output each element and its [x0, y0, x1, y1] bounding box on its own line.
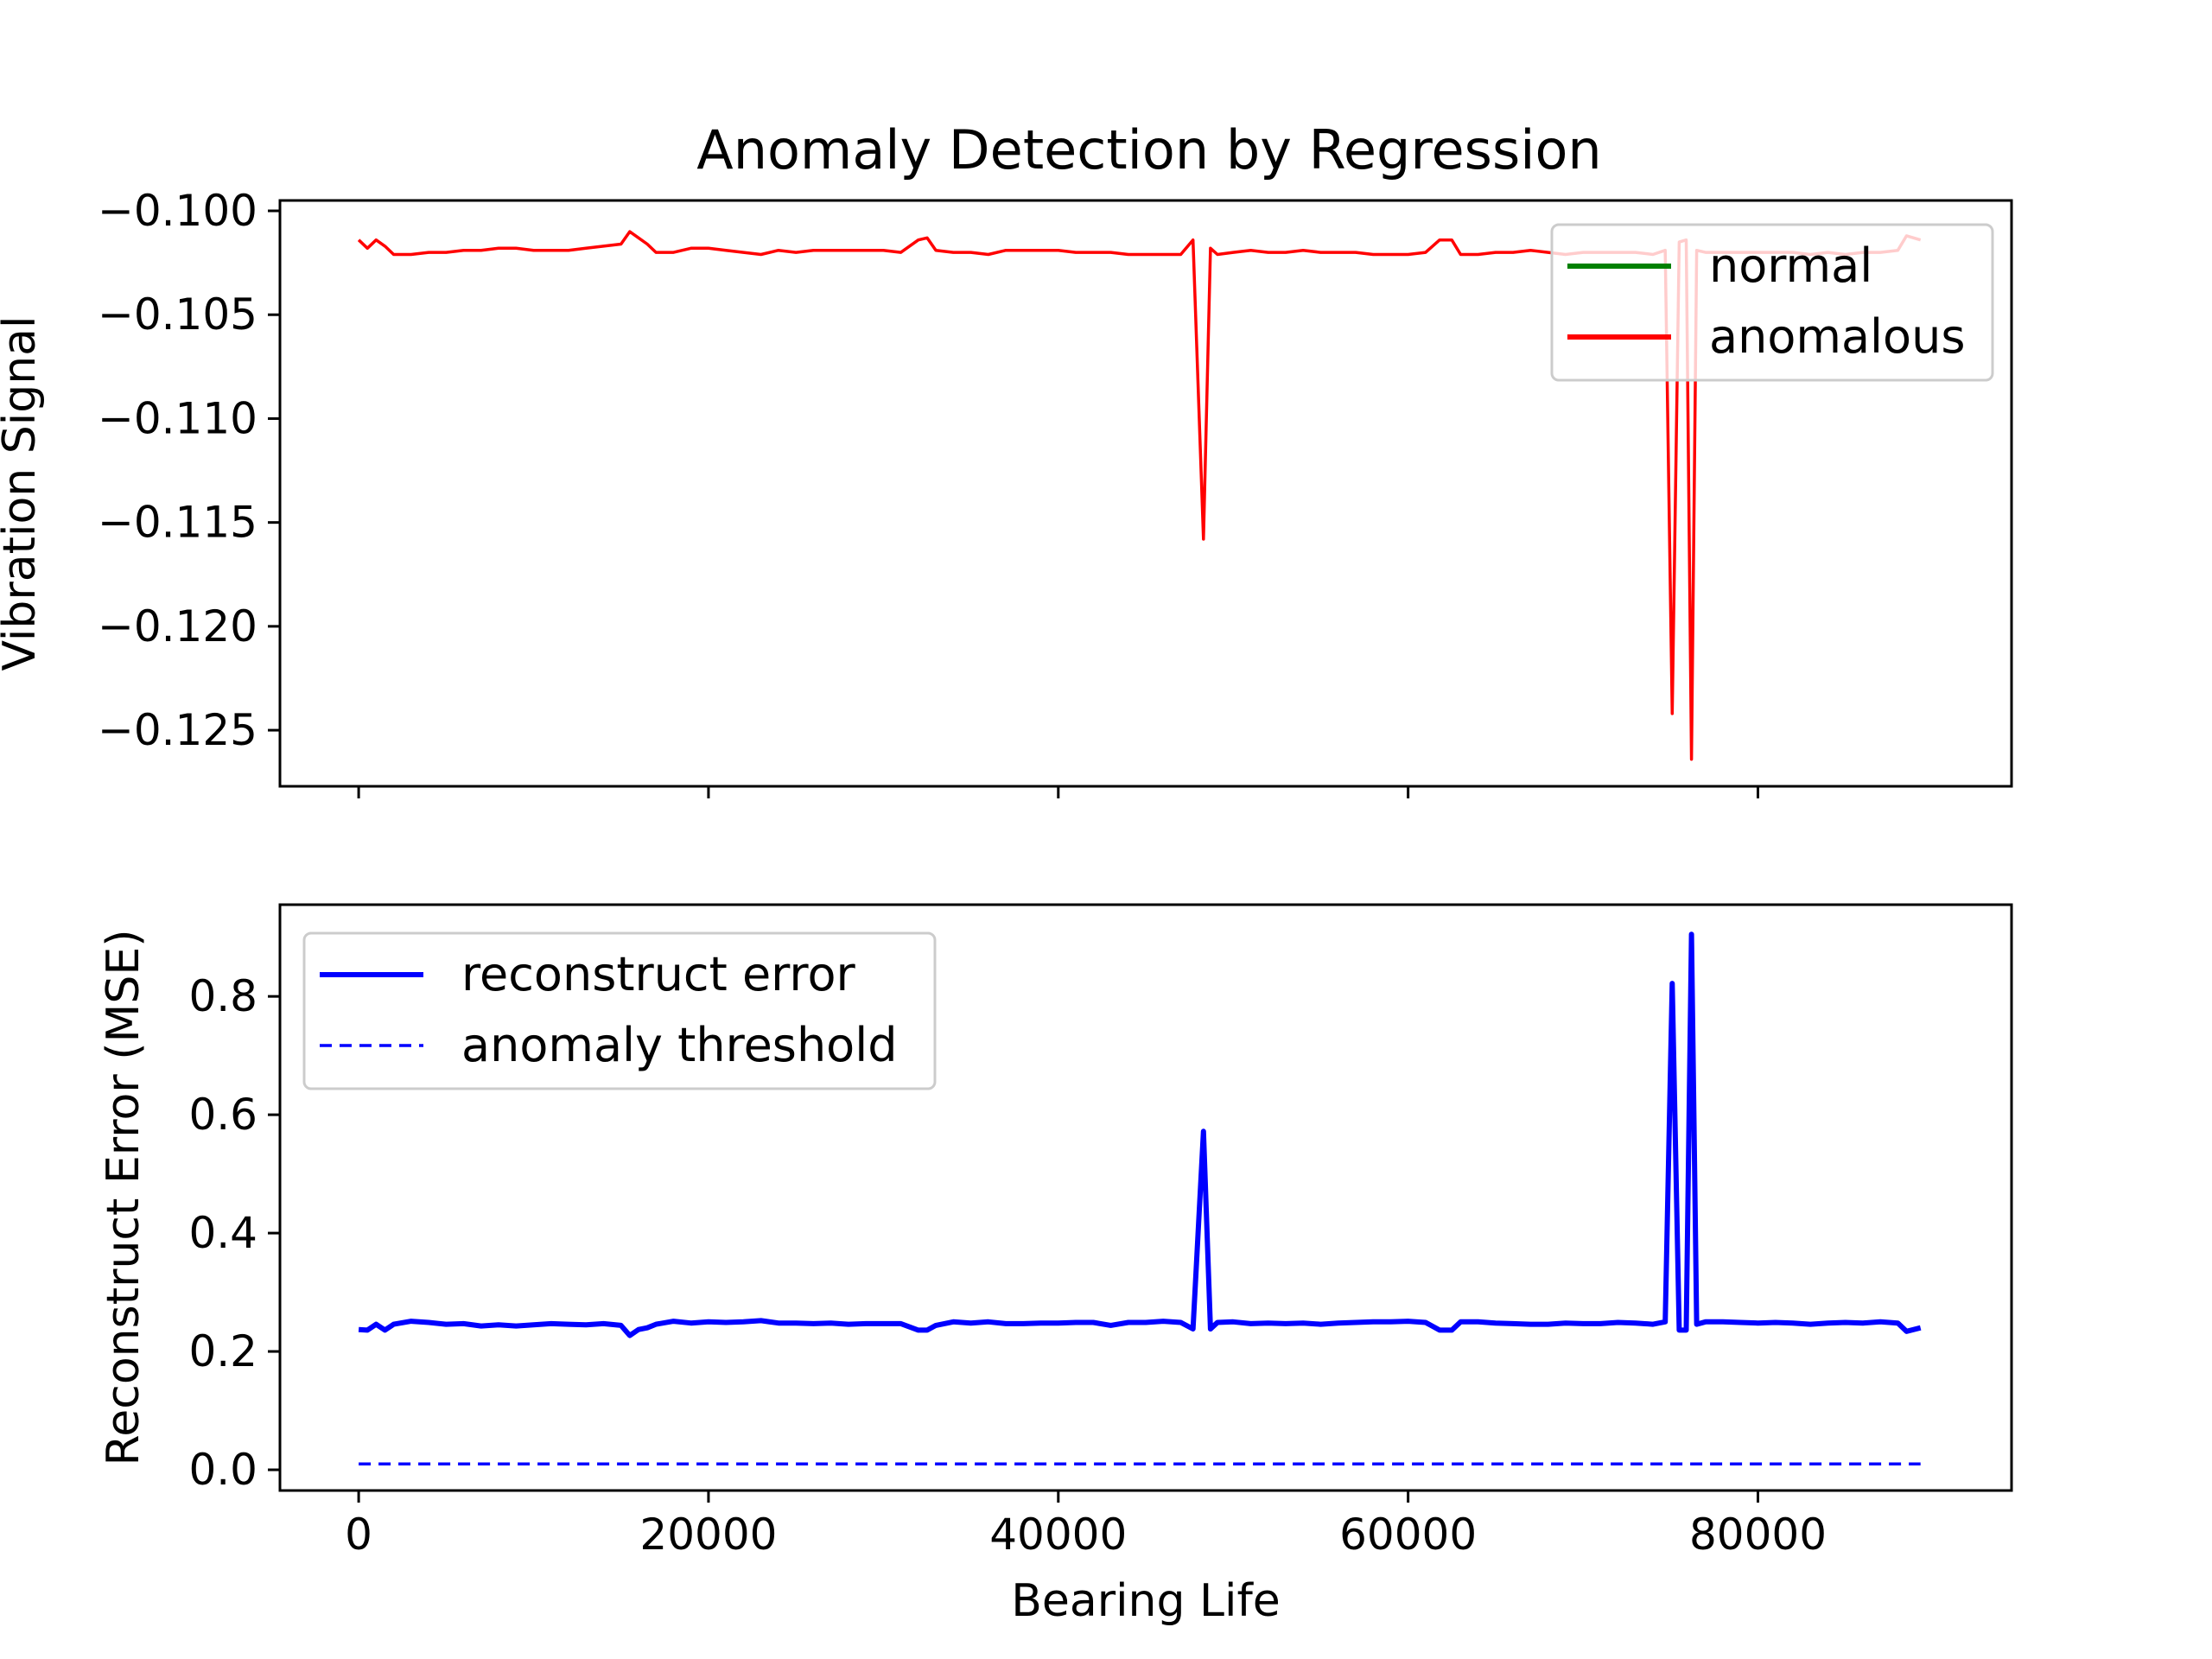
y-tick-label: 0.8 — [188, 971, 257, 1021]
x-tick-label: 20000 — [639, 1510, 777, 1560]
y-tick-label: −0.125 — [98, 705, 257, 755]
legend: reconstruct error anomaly threshold — [302, 931, 937, 1090]
series-line-reconstruct-error — [358, 931, 1922, 1338]
y-tick-label: −0.115 — [98, 498, 257, 548]
legend-box — [302, 931, 937, 1090]
chart-title: Anomaly Detection by Regression — [696, 118, 1601, 181]
y-axis-label: Vibration Signal — [0, 316, 46, 671]
x-tick-label: 80000 — [1689, 1510, 1827, 1560]
y-tick-label: 0.6 — [188, 1090, 257, 1140]
legend: normal anomalous — [1550, 223, 1994, 382]
legend-label: anomaly threshold — [461, 1018, 897, 1072]
y-tick-label: 0.4 — [188, 1208, 257, 1258]
y-tick-label: 0.0 — [188, 1445, 257, 1495]
legend-label: reconstruct error — [461, 947, 855, 1001]
legend-label: normal — [1709, 238, 1872, 293]
y-tick-label: 0.2 — [188, 1326, 257, 1376]
x-axis-label: Bearing Life — [1011, 1575, 1281, 1627]
x-tick-label: 60000 — [1339, 1510, 1477, 1560]
y-tick-label: −0.105 — [98, 289, 257, 340]
x-tick-label: 40000 — [989, 1510, 1127, 1560]
y-tick-label: −0.110 — [98, 393, 257, 443]
x-tick-label: 0 — [345, 1510, 372, 1560]
top-panel: −0.100 −0.105 −0.110 −0.115 −0.120 −0.125 Vibr… — [0, 186, 2013, 798]
y-tick-label: −0.100 — [98, 186, 257, 236]
axes-frame — [278, 199, 2013, 788]
y-tick-label: −0.120 — [98, 601, 257, 652]
legend-label: anomalous — [1709, 309, 1965, 364]
axes-frame — [278, 903, 2013, 1492]
y-axis-label: Reconstruct Error (MSE) — [98, 929, 149, 1465]
bottom-panel: 0 20000 40000 60000 80000 0.0 0.2 0.4 0.6 0.8 Reco… — [98, 903, 2013, 1627]
